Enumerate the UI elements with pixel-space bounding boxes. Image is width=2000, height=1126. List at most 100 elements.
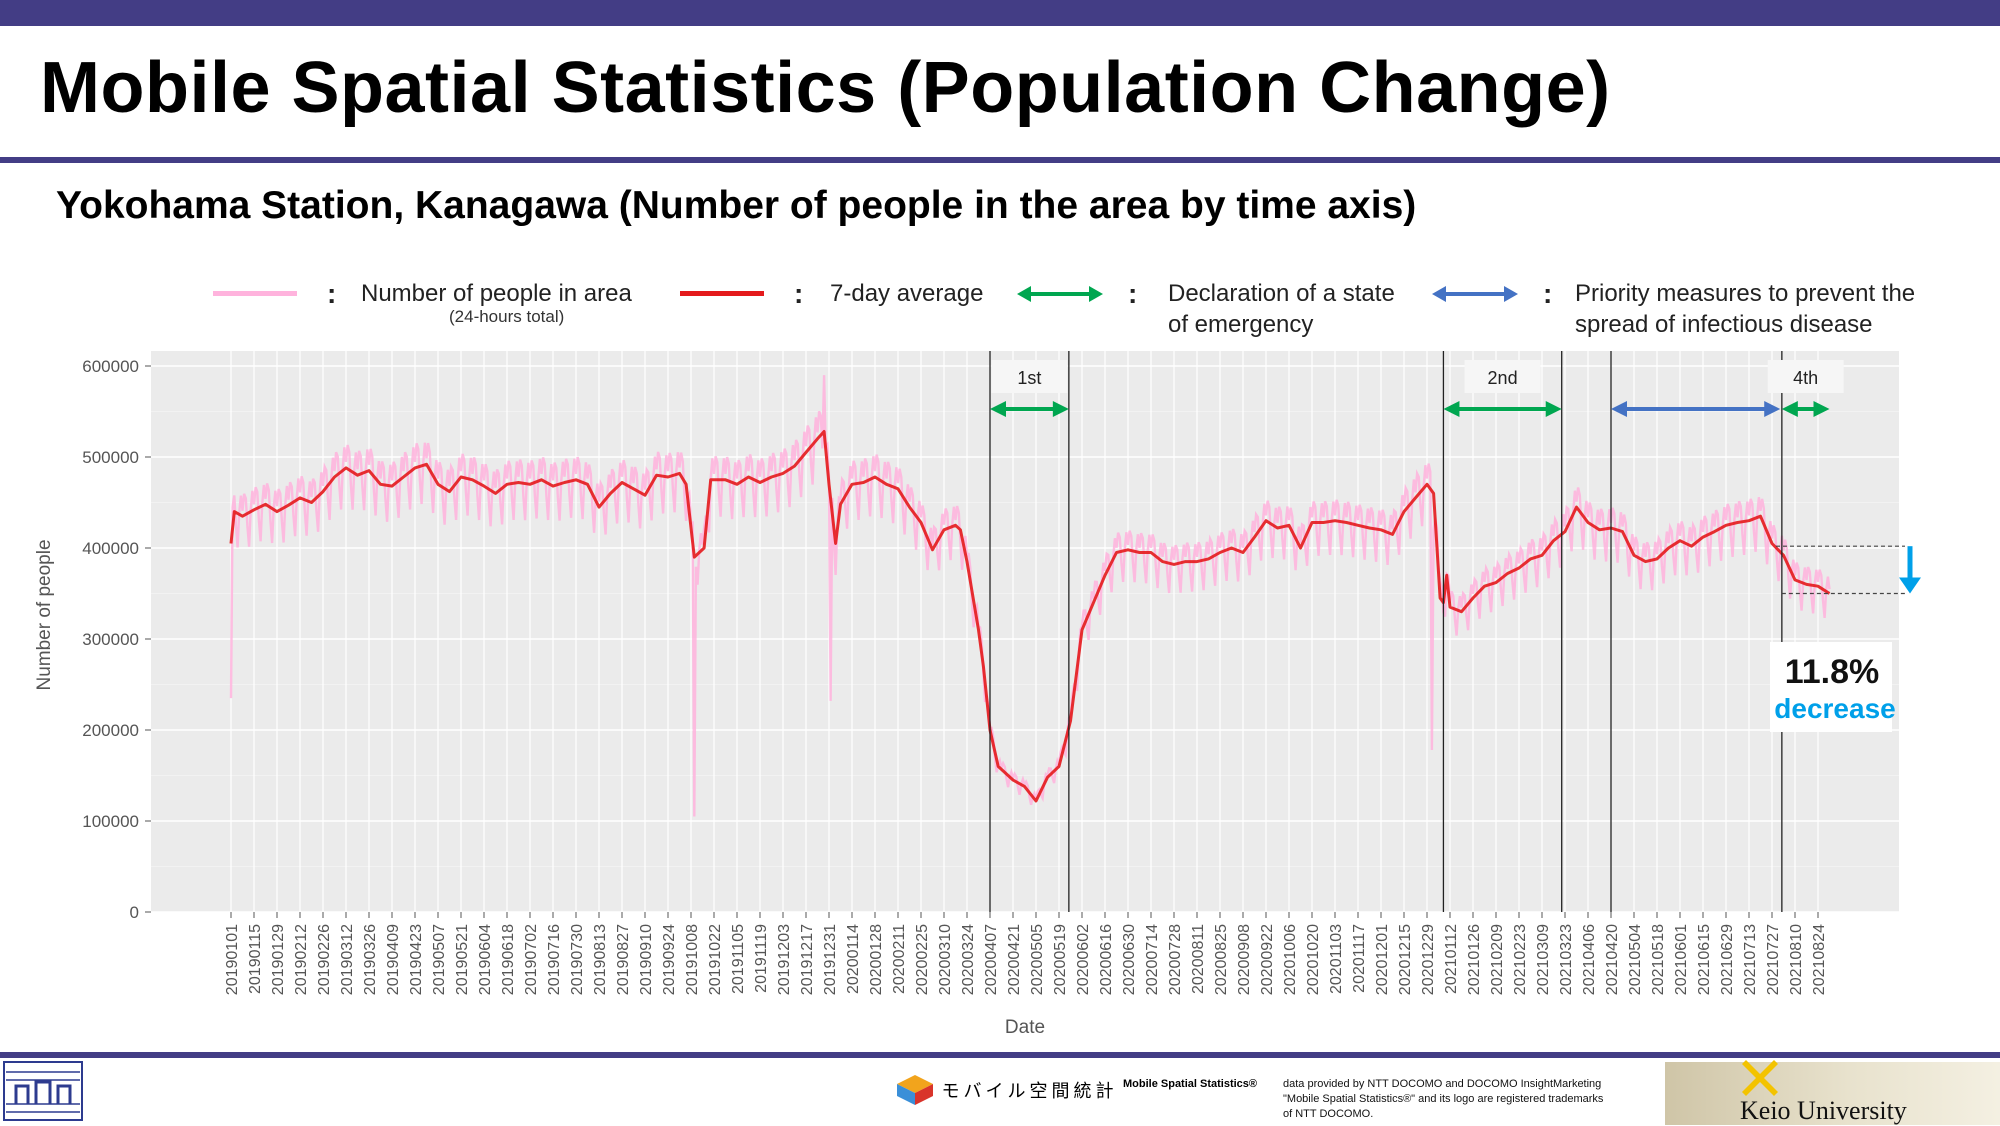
docomo-brand-jp: モバイル空間統計 (941, 1081, 1118, 1101)
x-tick-label: 20200114 (845, 924, 862, 994)
x-tick-label: 20201117 (1351, 924, 1368, 993)
series-daily-line (229, 375, 1831, 817)
y-tick-label: 400000 (82, 539, 139, 558)
x-tick-label: 20200421 (1006, 924, 1023, 995)
x-tick-label: 20210615 (1696, 924, 1713, 995)
period-label: 4th (1793, 368, 1818, 388)
period-arrow-head (1052, 401, 1069, 417)
x-tick-label: 20200225 (914, 924, 931, 995)
x-tick-label: 20190924 (661, 924, 678, 995)
x-tick-label: 20191119 (753, 924, 770, 993)
plot-background (151, 351, 1899, 912)
legend-emergency-label-2: of emergency (1168, 311, 1314, 338)
x-tick-label: 20201215 (1397, 924, 1414, 995)
legend-avg-swatch (680, 291, 764, 296)
period-arrow-head (1781, 401, 1798, 417)
legend-separator: : (1543, 278, 1553, 309)
x-tick-label: 20190910 (638, 924, 655, 995)
x-tick-label: 20210504 (1627, 924, 1644, 995)
x-tick-label: 20191203 (776, 924, 793, 995)
x-tick-label: 20191217 (799, 924, 816, 995)
period-arrow-head (1813, 401, 1830, 417)
period-arrow-head (1764, 401, 1781, 417)
x-tick-label: 20190226 (316, 924, 333, 995)
pen-emblem-icon (1742, 1060, 1778, 1096)
legend-emergency-arrow-icon (1017, 286, 1103, 302)
x-axis-label: Date (1005, 1017, 1045, 1038)
x-tick-label: 20210126 (1466, 924, 1483, 995)
series-average-line (229, 430, 1831, 803)
x-tick-label: 20210223 (1512, 924, 1529, 995)
x-tick-label: 20190312 (339, 924, 356, 995)
x-tick-label: 20200908 (1236, 924, 1253, 995)
y-tick-label: 600000 (82, 357, 139, 376)
period-arrow-head (990, 401, 1006, 417)
footer-note-line: data provided by NTT DOCOMO and DOCOMO I… (1283, 1078, 1602, 1090)
x-tick-label: 20210824 (1811, 924, 1828, 995)
legend-separator: : (1128, 278, 1138, 309)
x-tick-label: 20200922 (1259, 924, 1276, 995)
x-tick-label: 20201103 (1328, 924, 1345, 994)
x-tick-label: 20190423 (408, 924, 425, 995)
x-tick-label: 20200407 (983, 924, 1000, 995)
x-tick-label: 20210601 (1673, 924, 1690, 995)
x-tick-label: 20200310 (937, 924, 954, 995)
x-tick-label: 20190129 (270, 924, 287, 995)
x-tick-label: 20210420 (1604, 924, 1621, 995)
x-tick-label: 20190702 (523, 924, 540, 995)
x-tick-label: 20190115 (247, 924, 264, 994)
x-tick-label: 20190716 (546, 924, 563, 995)
x-tick-label: 20190618 (500, 924, 517, 995)
x-tick-label: 20200616 (1098, 924, 1115, 995)
x-tick-label: 20190409 (385, 924, 402, 995)
x-tick-label: 20200211 (891, 924, 908, 994)
footer-divider (0, 1052, 2000, 1058)
x-tick-label: 20200128 (868, 924, 885, 995)
legend-daily-sublabel: (24-hours total) (449, 307, 565, 326)
university-name: Keio University (1740, 1096, 1907, 1125)
annotation-box (1770, 642, 1892, 732)
x-tick-label: 20210309 (1535, 924, 1552, 995)
x-tick-label: 20190813 (592, 924, 609, 995)
period-arrow-head (1611, 401, 1627, 417)
x-tick-label: 20190101 (224, 924, 241, 995)
x-tick-label: 20210629 (1719, 924, 1736, 995)
y-tick-label: 300000 (82, 630, 139, 649)
x-tick-label: 20200630 (1121, 924, 1138, 995)
x-tick-label: 20190507 (431, 924, 448, 995)
x-tick-label: 20190827 (615, 924, 632, 995)
legend-daily-swatch (213, 291, 297, 296)
x-tick-label: 20191008 (684, 924, 701, 995)
x-tick-label: 20191231 (822, 924, 839, 995)
x-tick-label: 20210713 (1742, 924, 1759, 995)
period-label: 2nd (1488, 368, 1518, 388)
period-arrow-head (1545, 401, 1562, 417)
x-tick-label: 20210518 (1650, 924, 1667, 995)
footer-note-line: "Mobile Spatial Statistics®" and its log… (1283, 1093, 1604, 1105)
x-tick-label: 20201229 (1420, 924, 1437, 995)
x-tick-label: 20201006 (1282, 924, 1299, 995)
y-tick-label: 100000 (82, 812, 139, 831)
cube-logo-icon (897, 1075, 933, 1105)
legend-separator: : (794, 278, 804, 309)
x-tick-label: 20200602 (1075, 924, 1092, 995)
keio-university-logo: Keio University (1665, 1060, 2000, 1125)
page-subtitle: Yokohama Station, Kanagawa (Number of pe… (56, 184, 1417, 227)
y-axis-label: Number of people (34, 539, 55, 690)
legend-avg-label: 7-day average (830, 280, 984, 307)
mobile-spatial-statistics-logo: モバイル空間統計 (893, 1073, 1117, 1107)
x-tick-label: 20201020 (1305, 924, 1322, 995)
decrease-arrow-head (1899, 577, 1921, 594)
docomo-brand-en: Mobile Spatial Statistics® (1123, 1078, 1258, 1090)
legend-priority-label-2: spread of infectious disease (1575, 311, 1873, 338)
x-tick-label: 20210112 (1443, 924, 1460, 994)
y-tick-label: 200000 (82, 721, 139, 740)
top-bar (0, 0, 2000, 26)
period-label-box (1767, 360, 1844, 393)
x-tick-label: 20210323 (1558, 924, 1575, 995)
period-label-box (1464, 360, 1541, 393)
x-tick-label: 20190604 (477, 924, 494, 995)
x-tick-label: 20190212 (293, 924, 310, 995)
x-tick-label: 20191022 (707, 924, 724, 995)
period-arrow-head (1443, 401, 1460, 417)
